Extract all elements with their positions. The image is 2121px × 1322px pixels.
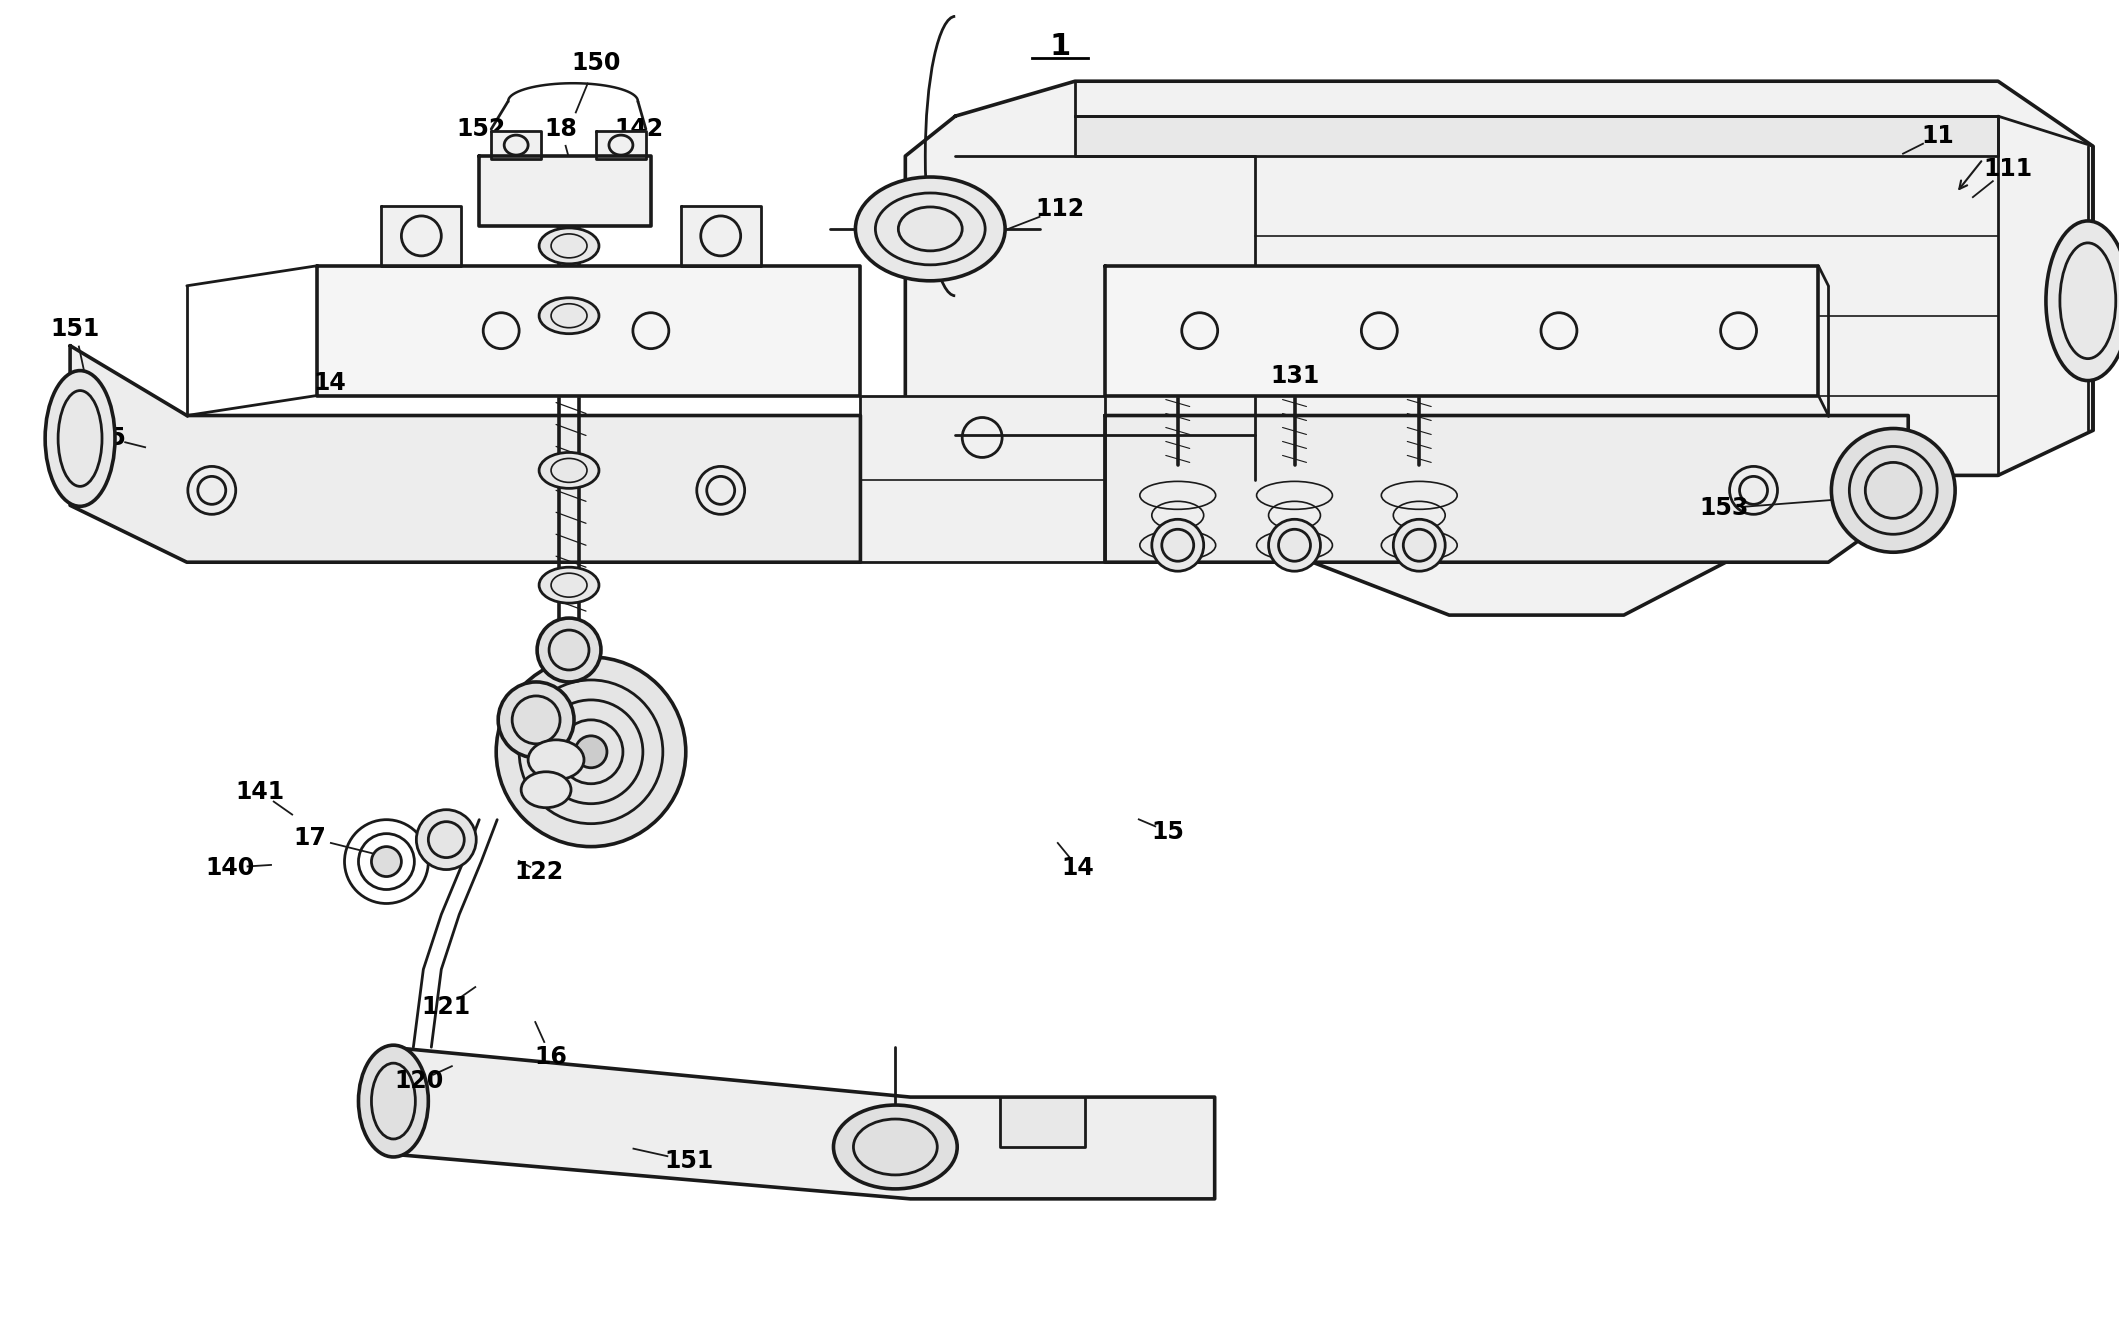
Polygon shape (1075, 116, 1998, 156)
Text: 141: 141 (235, 780, 284, 804)
Polygon shape (1105, 415, 1909, 562)
Polygon shape (1105, 266, 1818, 395)
Text: 151: 151 (664, 1149, 713, 1173)
Ellipse shape (528, 740, 583, 780)
Polygon shape (596, 131, 647, 159)
Text: 112: 112 (1035, 197, 1084, 221)
Ellipse shape (539, 227, 598, 264)
Polygon shape (681, 206, 761, 266)
Ellipse shape (1830, 428, 1956, 553)
Ellipse shape (1393, 520, 1444, 571)
Text: 15: 15 (1152, 820, 1184, 843)
Text: 153: 153 (1699, 496, 1748, 521)
Polygon shape (382, 206, 460, 266)
Text: 1: 1 (1050, 32, 1071, 61)
Text: 142: 142 (615, 118, 664, 141)
Polygon shape (316, 266, 861, 395)
Text: 152: 152 (456, 118, 505, 141)
Ellipse shape (2047, 221, 2121, 381)
Polygon shape (70, 345, 861, 562)
Ellipse shape (522, 772, 571, 808)
Ellipse shape (539, 452, 598, 488)
Text: 11: 11 (1922, 124, 1956, 148)
Ellipse shape (1268, 501, 1321, 529)
Text: 18: 18 (545, 118, 577, 141)
Polygon shape (861, 395, 1105, 562)
Ellipse shape (1268, 520, 1321, 571)
Polygon shape (479, 156, 651, 226)
Text: 150: 150 (571, 52, 621, 75)
Ellipse shape (1152, 501, 1205, 529)
Ellipse shape (539, 297, 598, 333)
Ellipse shape (496, 657, 685, 846)
Ellipse shape (358, 1046, 428, 1157)
Ellipse shape (575, 736, 607, 768)
Text: 121: 121 (422, 995, 471, 1019)
Text: 14: 14 (314, 370, 346, 394)
Text: 17: 17 (293, 826, 327, 850)
Text: 131: 131 (1270, 364, 1319, 387)
Ellipse shape (834, 1105, 957, 1188)
Polygon shape (492, 131, 541, 159)
Text: 14: 14 (1063, 855, 1094, 879)
Polygon shape (390, 1047, 1215, 1199)
Ellipse shape (416, 809, 477, 870)
Polygon shape (906, 81, 2093, 615)
Polygon shape (1001, 1097, 1086, 1147)
Ellipse shape (45, 370, 115, 506)
Text: 111: 111 (1983, 157, 2032, 181)
Ellipse shape (537, 619, 600, 682)
Text: 151: 151 (51, 317, 100, 341)
Text: 120: 120 (395, 1069, 443, 1093)
Ellipse shape (539, 567, 598, 603)
Text: 16: 16 (534, 1046, 568, 1069)
Text: 122: 122 (515, 859, 564, 883)
Text: 12: 12 (634, 746, 668, 769)
Ellipse shape (1152, 520, 1205, 571)
Ellipse shape (498, 682, 575, 758)
Text: 140: 140 (206, 855, 255, 879)
Text: 15: 15 (93, 427, 127, 451)
Ellipse shape (1393, 501, 1444, 529)
Ellipse shape (855, 177, 1005, 280)
Ellipse shape (371, 846, 401, 876)
